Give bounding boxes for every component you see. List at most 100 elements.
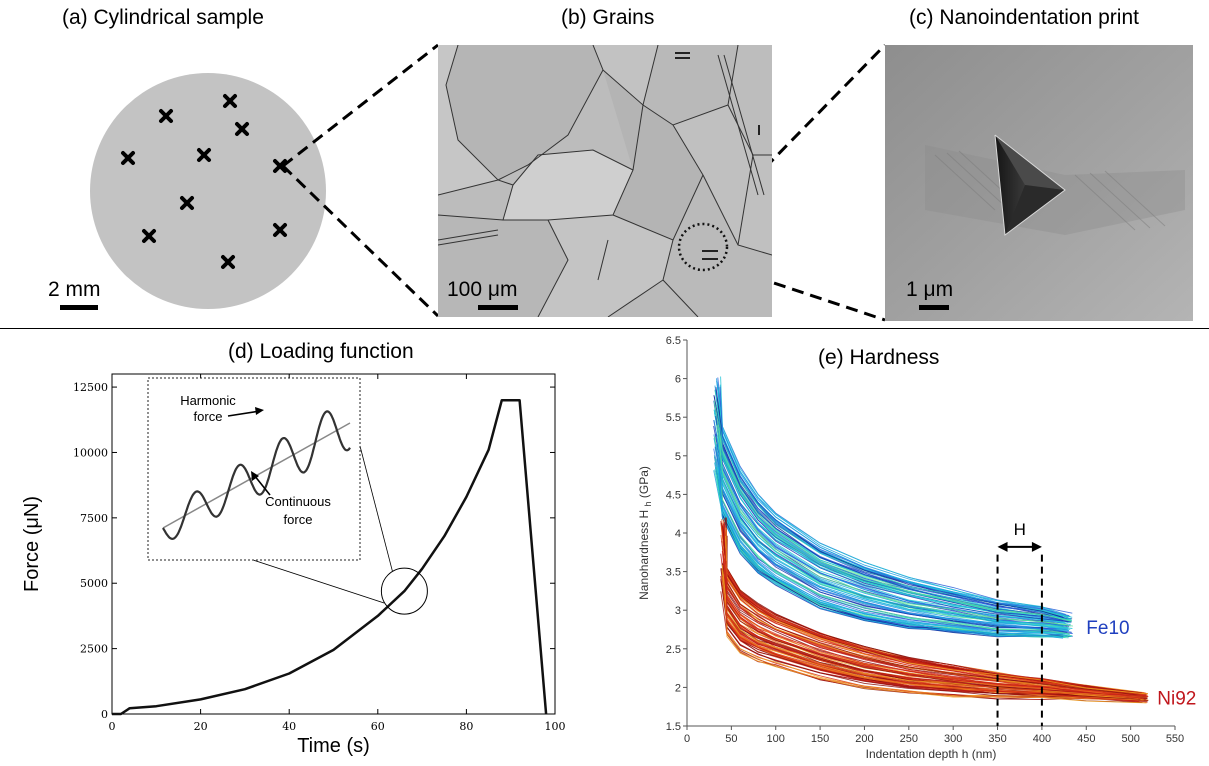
range-arrow-head-right	[1031, 541, 1042, 552]
scale-label-c: 1 μm	[906, 278, 954, 301]
series-label-ni92: Ni92	[1157, 688, 1196, 709]
panel-e-title: (e) Hardness	[818, 346, 940, 369]
indent-marker	[197, 148, 211, 162]
zoom-line-a-bottom	[281, 164, 440, 318]
y-tick-label-e: 4	[675, 528, 681, 540]
x-tick-label-d: 20	[194, 720, 208, 733]
range-label: H	[1014, 520, 1026, 539]
hardness-curve	[726, 594, 1147, 704]
panel-c-title: (c) Nanoindentation print	[909, 6, 1139, 29]
x-tick-label-e: 400	[1033, 733, 1051, 745]
y-tick-label-e: 2.5	[666, 644, 681, 656]
y-tick-label-d: 5000	[80, 577, 108, 590]
indent-marker	[223, 94, 237, 108]
hardness-curve	[719, 454, 1070, 635]
hardness-curve	[716, 424, 1068, 626]
panel-b-title: (b) Grains	[561, 6, 655, 29]
x-tick-label-d: 40	[282, 720, 296, 733]
y-tick-label-e: 3	[675, 605, 681, 617]
inset-label-continuous: force	[284, 512, 313, 527]
fe10-curves	[713, 376, 1073, 639]
hardness-curve	[713, 400, 1072, 622]
indent-marker	[121, 151, 135, 165]
hardness-curve	[718, 397, 1072, 619]
hardness-curve	[726, 535, 1141, 696]
y-tick-label-e: 6	[675, 374, 681, 386]
inset-label-continuous: Continuous	[265, 494, 331, 509]
inset-label-harmonic: Harmonic	[180, 393, 236, 408]
hardness-curve	[720, 376, 1064, 617]
y-tick-label-e: 3.5	[666, 567, 681, 579]
hardness-curve	[715, 416, 1072, 623]
series-label-fe10: Fe10	[1086, 618, 1129, 639]
hardness-curve	[715, 444, 1069, 632]
scale-bar-c	[919, 305, 949, 310]
indent-marker	[142, 229, 156, 243]
cylindrical-sample	[90, 73, 326, 309]
grains-highlight-circle	[677, 222, 729, 272]
x-tick-label-d: 100	[545, 720, 566, 733]
hardness-curve	[719, 407, 1072, 621]
y-tick-label-e: 2	[675, 682, 681, 694]
hardness-curve	[713, 420, 1071, 627]
hardness-curve	[725, 576, 1138, 702]
magnifier-connector	[252, 559, 385, 604]
y-tick-label-d: 0	[101, 708, 108, 721]
row-divider	[0, 328, 1209, 329]
indent-marker	[273, 223, 287, 237]
grains-micrograph	[438, 45, 772, 317]
y-axis-label-main: Nanohardness H	[637, 506, 651, 599]
harmonic-arrow-head	[255, 407, 264, 415]
y-tick-label-e: 5.5	[666, 412, 681, 424]
harmonic-force-curve	[162, 410, 351, 541]
y-tick-label-e: 6.5	[666, 335, 681, 347]
hardness-curve	[718, 449, 1068, 633]
plot-frame-d	[111, 373, 556, 715]
magnifier-circle	[380, 567, 428, 615]
hardness-curve	[716, 436, 1071, 630]
force-curve	[112, 398, 548, 716]
hardness-curve	[715, 458, 1065, 633]
y-tick-label-e: 1.5	[666, 721, 681, 733]
y-tick-label-e: 4.5	[666, 489, 681, 501]
inset-label-harmonic: force	[194, 409, 223, 424]
continuous-arrow	[253, 474, 271, 496]
indent-marker	[180, 196, 194, 210]
panel-d-title: (d) Loading function	[228, 340, 414, 363]
x-tick-label-d: 0	[109, 720, 116, 733]
x-tick-label-e: 50	[725, 733, 737, 745]
x-tick-label-e: 300	[944, 733, 962, 745]
hardness-curve	[724, 541, 1144, 697]
panel-a-title: (a) Cylindrical sample	[62, 6, 264, 29]
y-tick-label-e: 5	[675, 451, 681, 463]
y-axis-label-sub: h	[643, 501, 653, 506]
loading-function-chart: 0 20 40 60 80 100 0 2500 5000 7500 10000 12500 Time …	[21, 373, 566, 757]
hardness-curve	[718, 472, 1064, 639]
indent-marker	[273, 159, 287, 173]
x-tick-label-e: 500	[1121, 733, 1139, 745]
top-row-overlay	[90, 43, 887, 322]
hardness-curve	[722, 573, 1144, 701]
scale-label-b: 100 μm	[447, 278, 518, 301]
x-tick-label-d: 60	[371, 720, 385, 733]
y-axis-label-e: Nanohardness H h (GPa)	[637, 466, 653, 600]
x-tick-label-e: 550	[1166, 733, 1184, 745]
hardness-curve	[725, 528, 1142, 697]
y-tick-label-d: 10000	[73, 446, 108, 459]
print-drawing	[885, 45, 1193, 321]
y-axis-label-d: Force (μN)	[21, 496, 43, 592]
scale-label-a: 2 mm	[48, 278, 101, 301]
indent-markers	[121, 94, 287, 269]
x-tick-label-e: 0	[684, 733, 690, 745]
x-tick-label-e: 150	[811, 733, 829, 745]
hardness-curve	[718, 467, 1068, 637]
y-axis-label-unit: (GPa)	[637, 466, 651, 501]
magnifier-connector	[359, 445, 393, 572]
zoom-line-a-top	[282, 43, 439, 168]
nanoindentation-print-image	[885, 45, 1193, 321]
x-axis-label-e: Indentation depth h (nm)	[866, 747, 997, 761]
grains-drawing	[438, 45, 772, 317]
x-tick-label-e: 200	[855, 733, 873, 745]
x-tick-label-e: 100	[767, 733, 785, 745]
inset-frame	[147, 377, 361, 561]
